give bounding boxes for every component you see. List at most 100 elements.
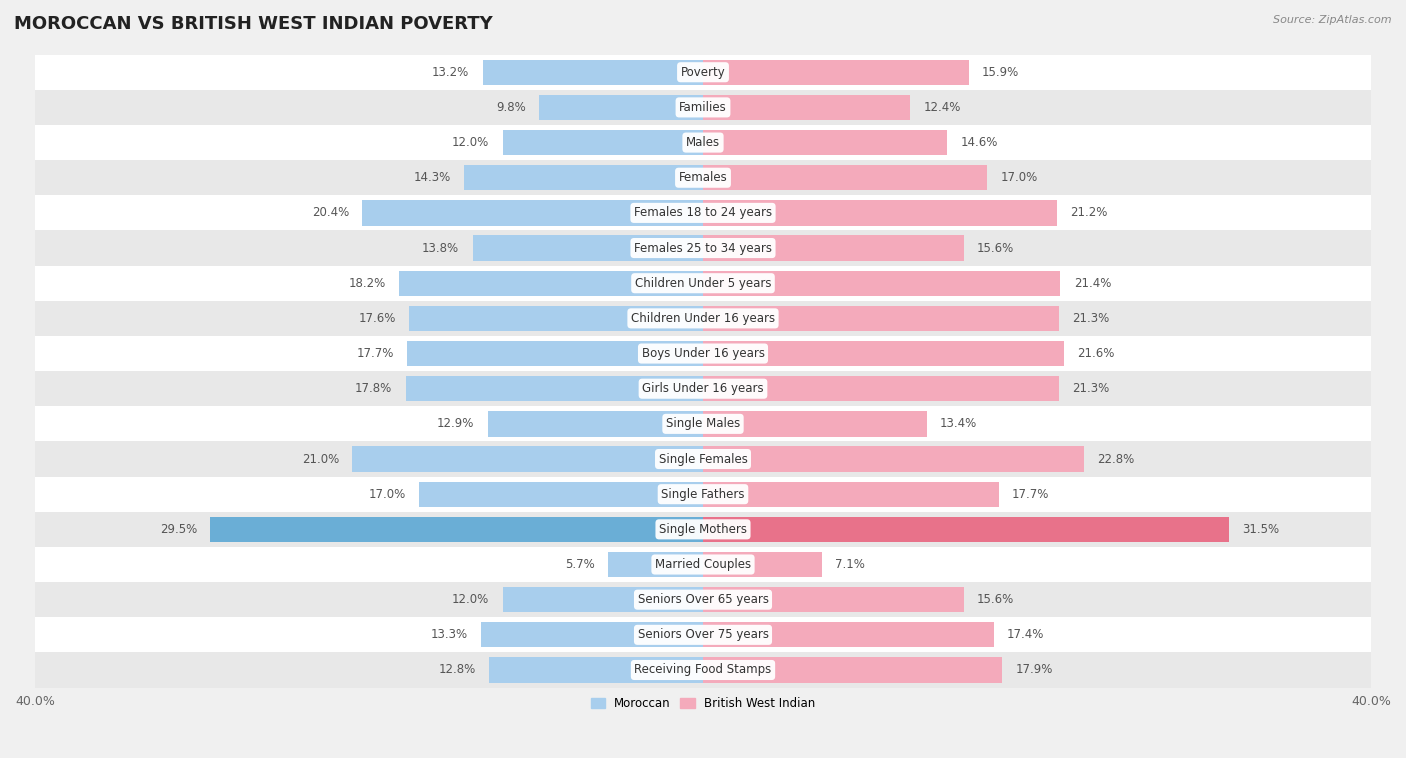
Text: 17.4%: 17.4% — [1007, 628, 1045, 641]
Text: 17.7%: 17.7% — [1012, 487, 1049, 501]
Text: Females 18 to 24 years: Females 18 to 24 years — [634, 206, 772, 219]
Text: 31.5%: 31.5% — [1243, 523, 1279, 536]
Bar — [489, 657, 703, 683]
Bar — [399, 271, 703, 296]
Bar — [35, 125, 1371, 160]
Bar — [703, 481, 998, 507]
Text: Females: Females — [679, 171, 727, 184]
Bar — [502, 587, 703, 612]
Bar — [482, 60, 703, 85]
Text: Males: Males — [686, 136, 720, 149]
Bar — [703, 236, 963, 261]
Bar — [406, 376, 703, 401]
Text: 21.0%: 21.0% — [302, 453, 339, 465]
Bar — [35, 547, 1371, 582]
Text: Single Males: Single Males — [666, 418, 740, 431]
Bar — [35, 441, 1371, 477]
Text: 12.4%: 12.4% — [924, 101, 960, 114]
Bar — [502, 130, 703, 155]
Text: 9.8%: 9.8% — [496, 101, 526, 114]
Bar — [703, 657, 1002, 683]
Text: 21.3%: 21.3% — [1073, 312, 1109, 325]
Text: Married Couples: Married Couples — [655, 558, 751, 571]
Text: 17.0%: 17.0% — [1000, 171, 1038, 184]
Bar — [409, 305, 703, 331]
Bar — [703, 411, 927, 437]
Text: Children Under 16 years: Children Under 16 years — [631, 312, 775, 325]
Text: 13.8%: 13.8% — [422, 242, 460, 255]
Bar — [703, 305, 1059, 331]
Text: Source: ZipAtlas.com: Source: ZipAtlas.com — [1274, 15, 1392, 25]
Text: 13.3%: 13.3% — [430, 628, 468, 641]
Legend: Moroccan, British West Indian: Moroccan, British West Indian — [586, 692, 820, 715]
Text: Single Fathers: Single Fathers — [661, 487, 745, 501]
Bar — [35, 653, 1371, 688]
Bar — [35, 512, 1371, 547]
Bar — [703, 95, 910, 120]
Bar — [607, 552, 703, 577]
Text: Seniors Over 75 years: Seniors Over 75 years — [637, 628, 769, 641]
Text: 7.1%: 7.1% — [835, 558, 865, 571]
Text: 13.2%: 13.2% — [432, 66, 470, 79]
Text: Boys Under 16 years: Boys Under 16 years — [641, 347, 765, 360]
Bar — [703, 271, 1060, 296]
Text: 12.0%: 12.0% — [451, 594, 489, 606]
Bar — [35, 265, 1371, 301]
Bar — [472, 236, 703, 261]
Text: 20.4%: 20.4% — [312, 206, 349, 219]
Bar — [703, 376, 1059, 401]
Text: 13.4%: 13.4% — [941, 418, 977, 431]
Text: 17.6%: 17.6% — [359, 312, 395, 325]
Bar — [353, 446, 703, 471]
Text: 17.7%: 17.7% — [357, 347, 394, 360]
Text: Single Females: Single Females — [658, 453, 748, 465]
Text: 15.6%: 15.6% — [977, 242, 1014, 255]
Bar — [419, 481, 703, 507]
Bar — [703, 552, 821, 577]
Text: 14.6%: 14.6% — [960, 136, 998, 149]
Bar — [35, 406, 1371, 441]
Bar — [703, 587, 963, 612]
Text: 18.2%: 18.2% — [349, 277, 385, 290]
Bar — [703, 517, 1229, 542]
Text: Families: Families — [679, 101, 727, 114]
Text: Children Under 5 years: Children Under 5 years — [634, 277, 772, 290]
Text: Girls Under 16 years: Girls Under 16 years — [643, 382, 763, 395]
Text: Single Mothers: Single Mothers — [659, 523, 747, 536]
Bar — [35, 582, 1371, 617]
Text: Receiving Food Stamps: Receiving Food Stamps — [634, 663, 772, 676]
Bar — [540, 95, 703, 120]
Text: Females 25 to 34 years: Females 25 to 34 years — [634, 242, 772, 255]
Bar — [35, 301, 1371, 336]
Text: MOROCCAN VS BRITISH WEST INDIAN POVERTY: MOROCCAN VS BRITISH WEST INDIAN POVERTY — [14, 15, 494, 33]
Bar — [481, 622, 703, 647]
Text: 21.3%: 21.3% — [1073, 382, 1109, 395]
Text: 14.3%: 14.3% — [413, 171, 451, 184]
Bar — [35, 371, 1371, 406]
Text: 15.6%: 15.6% — [977, 594, 1014, 606]
Bar — [35, 230, 1371, 265]
Bar — [35, 55, 1371, 89]
Text: 12.8%: 12.8% — [439, 663, 475, 676]
Bar — [35, 196, 1371, 230]
Bar — [408, 341, 703, 366]
Text: 21.2%: 21.2% — [1070, 206, 1108, 219]
Text: 17.9%: 17.9% — [1015, 663, 1053, 676]
Bar — [35, 89, 1371, 125]
Bar — [703, 446, 1084, 471]
Bar — [703, 341, 1064, 366]
Text: Seniors Over 65 years: Seniors Over 65 years — [637, 594, 769, 606]
Bar — [35, 477, 1371, 512]
Text: 17.8%: 17.8% — [356, 382, 392, 395]
Bar — [211, 517, 703, 542]
Text: Poverty: Poverty — [681, 66, 725, 79]
Bar — [703, 622, 994, 647]
Bar — [703, 130, 946, 155]
Text: 21.4%: 21.4% — [1074, 277, 1111, 290]
Bar — [35, 617, 1371, 653]
Text: 17.0%: 17.0% — [368, 487, 406, 501]
Bar — [363, 200, 703, 226]
Text: 21.6%: 21.6% — [1077, 347, 1115, 360]
Text: 29.5%: 29.5% — [160, 523, 197, 536]
Text: 15.9%: 15.9% — [981, 66, 1019, 79]
